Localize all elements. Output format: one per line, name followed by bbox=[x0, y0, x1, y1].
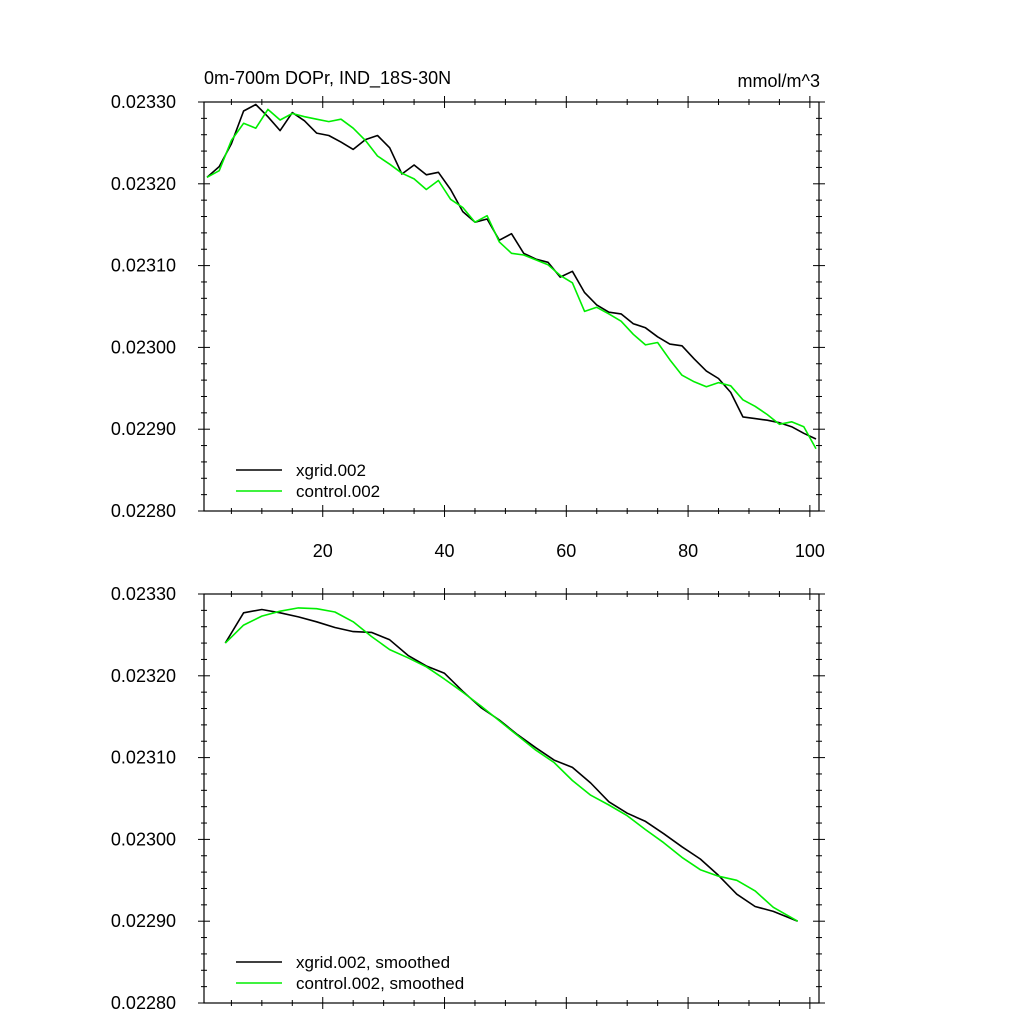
panel-smoothed: 0.02280 0.02290 0.02300 0.02310 0.02320 0.023… bbox=[111, 584, 825, 1013]
series-lines bbox=[206, 103, 817, 450]
x-tick-label: 20 bbox=[313, 541, 333, 561]
y-tick-label: 0.02310 bbox=[111, 256, 176, 276]
series-line-control-002 bbox=[206, 108, 817, 450]
legend: xgrid.002 control.002 bbox=[236, 461, 380, 501]
plot-frame bbox=[203, 101, 820, 512]
y-tick-label: 0.02280 bbox=[111, 993, 176, 1013]
panel-raw: 0m-700m DOPr, IND_18S-30N mmol/m^3 0.022… bbox=[111, 68, 825, 561]
x-axis-labels: 20 40 60 80 100 bbox=[313, 541, 825, 561]
x-tick-label: 40 bbox=[435, 541, 455, 561]
axis-ticks bbox=[198, 588, 825, 1009]
x-tick-label: 80 bbox=[678, 541, 698, 561]
y-tick-label: 0.02330 bbox=[111, 584, 176, 604]
y-tick-label: 0.02320 bbox=[111, 666, 176, 686]
series-lines bbox=[224, 607, 799, 922]
axis-ticks bbox=[198, 96, 825, 517]
y-axis-labels: 0.02280 0.02290 0.02300 0.02310 0.02320 0.023… bbox=[111, 92, 176, 521]
y-tick-label: 0.02320 bbox=[111, 174, 176, 194]
y-tick-label: 0.02290 bbox=[111, 419, 176, 439]
units-label: mmol/m^3 bbox=[738, 71, 820, 91]
legend-label-xgrid-smoothed: xgrid.002, smoothed bbox=[296, 953, 450, 972]
series-line-control-002-smoothed bbox=[224, 607, 799, 922]
y-tick-label: 0.02310 bbox=[111, 748, 176, 768]
y-tick-label: 0.02290 bbox=[111, 911, 176, 931]
legend-label-control: control.002 bbox=[296, 482, 380, 501]
y-axis-labels: 0.02280 0.02290 0.02300 0.02310 0.02320 0.023… bbox=[111, 584, 176, 1013]
y-tick-label: 0.02280 bbox=[111, 501, 176, 521]
x-tick-label: 100 bbox=[795, 541, 825, 561]
x-tick-label: 60 bbox=[556, 541, 576, 561]
legend-label-control-smoothed: control.002, smoothed bbox=[296, 974, 464, 993]
legend: xgrid.002, smoothed control.002, smoothe… bbox=[236, 953, 464, 993]
panel-title: 0m-700m DOPr, IND_18S-30N bbox=[204, 68, 451, 89]
y-tick-label: 0.02330 bbox=[111, 92, 176, 112]
series-line-xgrid-002 bbox=[206, 103, 817, 440]
plot-frame bbox=[203, 593, 820, 1004]
y-tick-label: 0.02300 bbox=[111, 829, 176, 849]
y-tick-label: 0.02300 bbox=[111, 337, 176, 357]
legend-label-xgrid: xgrid.002 bbox=[296, 461, 366, 480]
